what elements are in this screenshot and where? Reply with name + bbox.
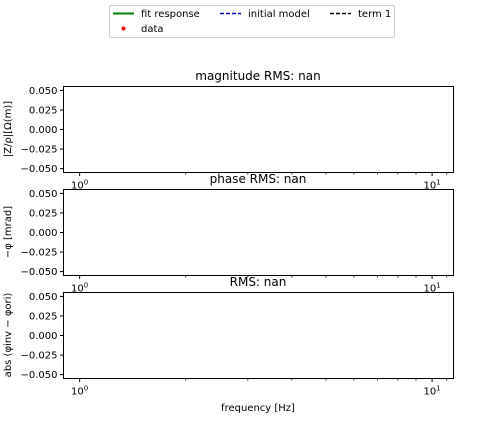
panel-phase-frame bbox=[63, 189, 454, 276]
y-tick-label: 0.025 bbox=[29, 105, 58, 116]
panel-rms-frame bbox=[63, 292, 454, 379]
panel-magnitude-title: magnitude RMS: nan bbox=[195, 69, 320, 83]
panel-rms-title: RMS: nan bbox=[230, 275, 287, 289]
panel-phase-title: phase RMS: nan bbox=[210, 172, 307, 186]
x-tick-label: 100 bbox=[71, 385, 88, 398]
legend: fit response initial model term 1 data bbox=[109, 5, 395, 38]
panel-phase-axes: 0.050 0.025 0.000 −0.025 −0.050 100 101 bbox=[20, 189, 448, 295]
y-tick-label: 0.050 bbox=[29, 189, 58, 200]
y-tick-label: 0.050 bbox=[29, 292, 58, 303]
panel-phase-ylabel: −φ [mrad] bbox=[3, 206, 14, 258]
panel-rms: RMS: nan abs (φinv − φori) 0.0500.0250.0… bbox=[3, 275, 454, 414]
legend-label-term-1: term 1 bbox=[358, 9, 391, 20]
legend-label-fit-response: fit response bbox=[141, 9, 200, 20]
panel-magnitude-ylabel: |Z/ρ|[Ω(m)] bbox=[3, 101, 14, 157]
legend-frame bbox=[109, 5, 395, 38]
x-tick-label: 100 bbox=[71, 179, 88, 192]
panel-phase: phase RMS: nan −φ [mrad] 0.050 0.025 0.000… bbox=[3, 172, 454, 295]
panel-magnitude-frame bbox=[63, 86, 454, 173]
y-tick-label: 0.050 bbox=[29, 86, 58, 97]
legend-label-data: data bbox=[141, 24, 164, 35]
y-tick-label: 0.000 bbox=[29, 228, 58, 239]
y-tick-label: 0.025 bbox=[29, 208, 58, 219]
y-tick-label: −0.050 bbox=[20, 164, 57, 175]
x-tick-label: 101 bbox=[424, 385, 441, 398]
y-tick-label: −0.025 bbox=[20, 351, 57, 362]
x-tick-label: 100 bbox=[71, 282, 88, 295]
x-tick-label: 101 bbox=[424, 282, 441, 295]
y-tick-label: 0.000 bbox=[29, 331, 58, 342]
y-tick-label: 0.000 bbox=[29, 125, 58, 136]
panel-magnitude: magnitude RMS: nan |Z/ρ|[Ω(m)] 0.050 0.02… bbox=[3, 69, 454, 192]
y-tick-label: −0.050 bbox=[20, 267, 57, 278]
x-tick-label: 101 bbox=[424, 179, 441, 192]
legend-label-initial-model: initial model bbox=[248, 9, 310, 20]
y-tick-label: −0.025 bbox=[20, 145, 57, 156]
panel-rms-xlabel: frequency [Hz] bbox=[221, 403, 295, 414]
panel-rms-axes: 0.050 0.025 0.000 −0.025 −0.050 100 101 bbox=[20, 292, 448, 398]
y-tick-label: −0.025 bbox=[20, 248, 57, 259]
legend-swatch-data bbox=[121, 26, 126, 31]
panel-rms-ylabel: abs (φinv − φori) bbox=[3, 293, 14, 378]
y-tick-label: −0.050 bbox=[20, 370, 57, 381]
y-tick-label: 0.025 bbox=[29, 311, 58, 322]
